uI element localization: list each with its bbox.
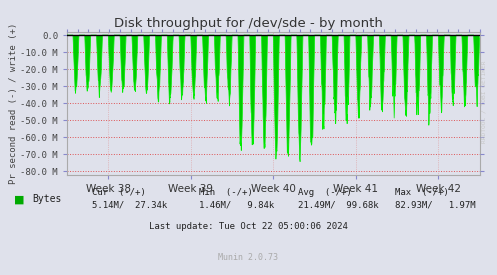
Text: 82.93M/   1.97M: 82.93M/ 1.97M (395, 200, 476, 209)
Text: Munin 2.0.73: Munin 2.0.73 (219, 253, 278, 262)
Text: ■: ■ (14, 194, 24, 204)
Text: Min  (-/+): Min (-/+) (199, 188, 252, 197)
Text: 1.46M/   9.84k: 1.46M/ 9.84k (199, 200, 274, 209)
Text: 21.49M/  99.68k: 21.49M/ 99.68k (298, 200, 379, 209)
Text: RRDTOOL / TOBI OETIKER: RRDTOOL / TOBI OETIKER (481, 60, 486, 143)
Text: Disk throughput for /dev/sde - by month: Disk throughput for /dev/sde - by month (114, 16, 383, 29)
Text: Bytes: Bytes (32, 194, 62, 204)
Text: Avg  (-/+): Avg (-/+) (298, 188, 352, 197)
Text: 5.14M/  27.34k: 5.14M/ 27.34k (92, 200, 167, 209)
Y-axis label: Pr second read (-) / write (+): Pr second read (-) / write (+) (8, 23, 18, 184)
Text: Cur  (-/+): Cur (-/+) (92, 188, 146, 197)
Text: Max  (-/+): Max (-/+) (395, 188, 449, 197)
Text: Last update: Tue Oct 22 05:00:06 2024: Last update: Tue Oct 22 05:00:06 2024 (149, 222, 348, 231)
